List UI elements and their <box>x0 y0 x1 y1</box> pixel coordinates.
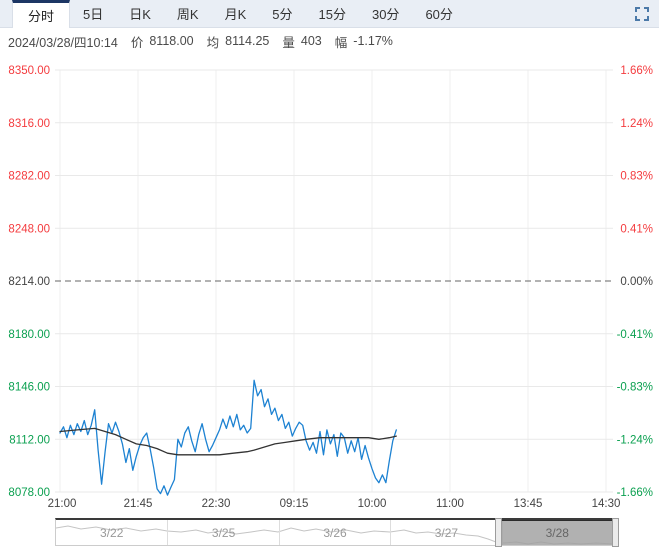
tab-intraday[interactable]: 分时 <box>12 0 71 28</box>
change-value: -1.17% <box>353 34 393 48</box>
price-axis-label: 8214.00 <box>8 276 50 288</box>
price-chart[interactable]: 8350.00 1.66% 8316.00 1.24% 8282.00 0.83% 8248… <box>0 54 659 516</box>
price-axis-label: 8180.00 <box>8 329 50 341</box>
chart-period-tabbar: 分时 5日 日K 周K 月K 5分 15分 30分 60分 <box>0 0 659 28</box>
tabbar-spacer <box>466 0 625 27</box>
price-axis-label: 8146.00 <box>8 382 50 394</box>
nav-section-3[interactable]: 3/26 <box>278 520 390 545</box>
time-axis-label: 09:15 <box>280 498 309 510</box>
price-label: 价 <box>130 35 144 50</box>
nav-selected-range[interactable]: 3/28 <box>501 520 613 545</box>
percent-axis-label: 0.41% <box>620 223 653 235</box>
tab-daily-k[interactable]: 日K <box>129 7 151 22</box>
price-value: 8118.00 <box>149 34 194 48</box>
time-axis-label: 13:45 <box>514 498 543 510</box>
price-line <box>59 379 397 496</box>
price-axis-label: 8112.00 <box>9 434 50 446</box>
volume-label: 量 <box>282 35 295 50</box>
price-axis-label: 8282.00 <box>8 171 50 183</box>
average-line <box>59 427 397 456</box>
nav-right-handle[interactable] <box>612 518 619 547</box>
time-axis-label: 21:45 <box>124 498 153 510</box>
percent-axis-label: -1.24% <box>617 434 653 446</box>
nav-left-handle[interactable] <box>495 518 502 547</box>
nav-section-1[interactable]: 3/22 <box>100 525 124 540</box>
fullscreen-button[interactable] <box>625 0 659 27</box>
percent-axis-label: -0.83% <box>617 382 653 394</box>
date-range-scrollbar[interactable]: 3/22 3/25 3/26 3/27 3/28 <box>55 518 619 547</box>
price-axis-label: 8316.00 <box>8 118 50 130</box>
percent-axis-label: 1.66% <box>620 65 653 77</box>
percent-axis-label: 0.83% <box>620 171 653 183</box>
percent-axis-label: 1.24% <box>620 118 653 130</box>
quote-datetime: 2024/03/28/四10:14 <box>8 35 118 50</box>
nav-section-4[interactable]: 3/27 <box>390 520 501 545</box>
price-axis-label: 8078.00 <box>8 487 50 499</box>
change-label: 幅 <box>334 35 348 50</box>
time-axis-label: 14:30 <box>592 498 621 510</box>
tab-30min[interactable]: 30分 <box>371 7 400 22</box>
expand-icon <box>635 6 649 21</box>
tab-15min[interactable]: 15分 <box>318 7 346 22</box>
tab-monthly-k[interactable]: 月K <box>224 7 247 22</box>
percent-axis-label: 0.00% <box>620 276 653 288</box>
time-axis-label: 22:30 <box>202 498 231 510</box>
time-axis-label: 10:00 <box>358 498 387 510</box>
avg-value: 8114.25 <box>225 34 270 48</box>
price-axis-label: 8248.00 <box>8 223 50 235</box>
nav-section-2[interactable]: 3/25 <box>167 520 278 545</box>
tab-5day[interactable]: 5日 <box>83 7 104 22</box>
quote-info-bar: 2024/03/28/四10:14 价 8118.00 均 8114.25 量 … <box>0 28 659 54</box>
tab-weekly-k[interactable]: 周K <box>176 7 199 22</box>
time-axis-label: 21:00 <box>48 498 77 510</box>
tab-60min[interactable]: 60分 <box>425 7 453 22</box>
tab-5min[interactable]: 5分 <box>272 7 293 22</box>
avg-label: 均 <box>206 35 220 50</box>
percent-axis-label: -0.41% <box>617 329 653 341</box>
percent-axis-label: -1.66% <box>617 487 653 499</box>
time-axis-label: 11:00 <box>436 498 464 510</box>
price-axis-label: 8350.00 <box>8 65 50 77</box>
volume-value: 403 <box>300 34 322 48</box>
